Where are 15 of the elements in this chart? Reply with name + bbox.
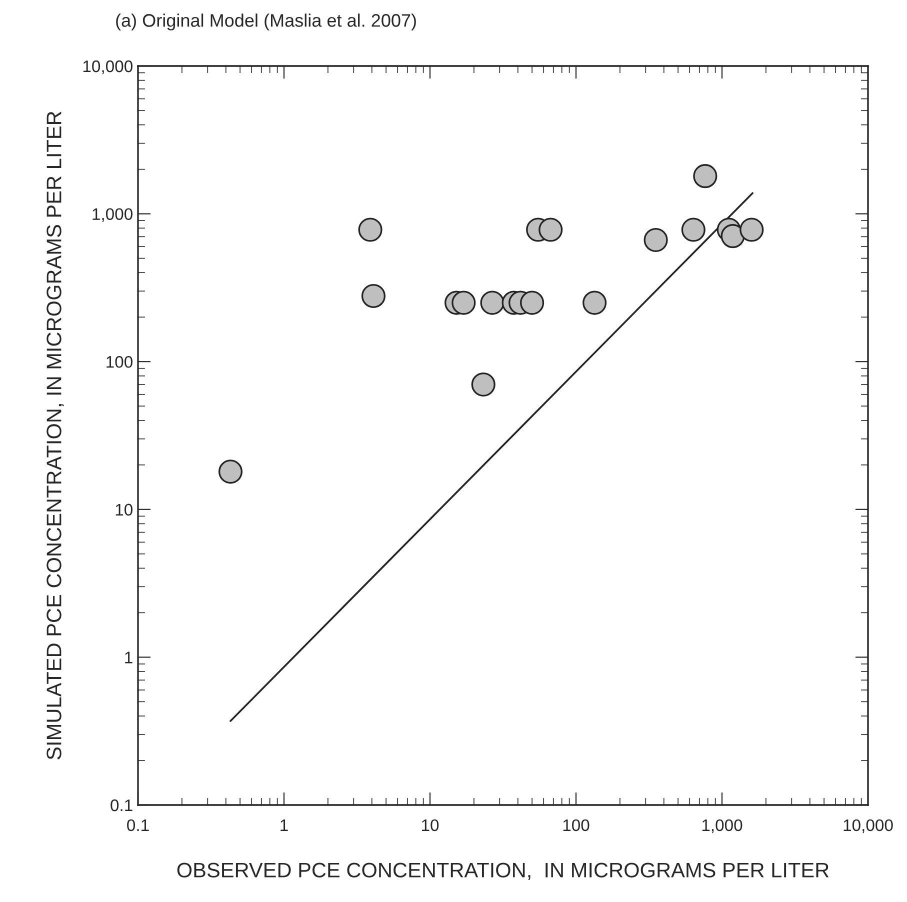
y-tick-label: 1 bbox=[125, 652, 132, 664]
x-tick-label: 1 bbox=[280, 820, 288, 831]
y-tick-label: 0.1 bbox=[110, 799, 132, 812]
y-tick-label: 10,000 bbox=[83, 60, 132, 74]
y-axis-title: SIMULATED PCE CONCENTRATION, IN MICROGRAMS PER LITER bbox=[46, 112, 64, 760]
x-tick-label: 10 bbox=[422, 819, 439, 832]
x-tick-label: 100 bbox=[563, 819, 590, 832]
y-tick-label: 100 bbox=[106, 356, 132, 368]
x-tick-label: 1,000 bbox=[702, 819, 742, 834]
x-tick-label: 0.1 bbox=[127, 819, 149, 832]
y-tick-label: 10 bbox=[116, 504, 132, 516]
chart-title: (a) Original Model (Maslia et al. 2007) bbox=[116, 14, 416, 30]
y-tick-label: 1,000 bbox=[92, 208, 132, 222]
x-tick-label: 10,000 bbox=[844, 819, 893, 834]
x-axis-title: OBSERVED PCE CONCENTRATION, IN MICROGRAMS PER LITER bbox=[177, 862, 829, 880]
